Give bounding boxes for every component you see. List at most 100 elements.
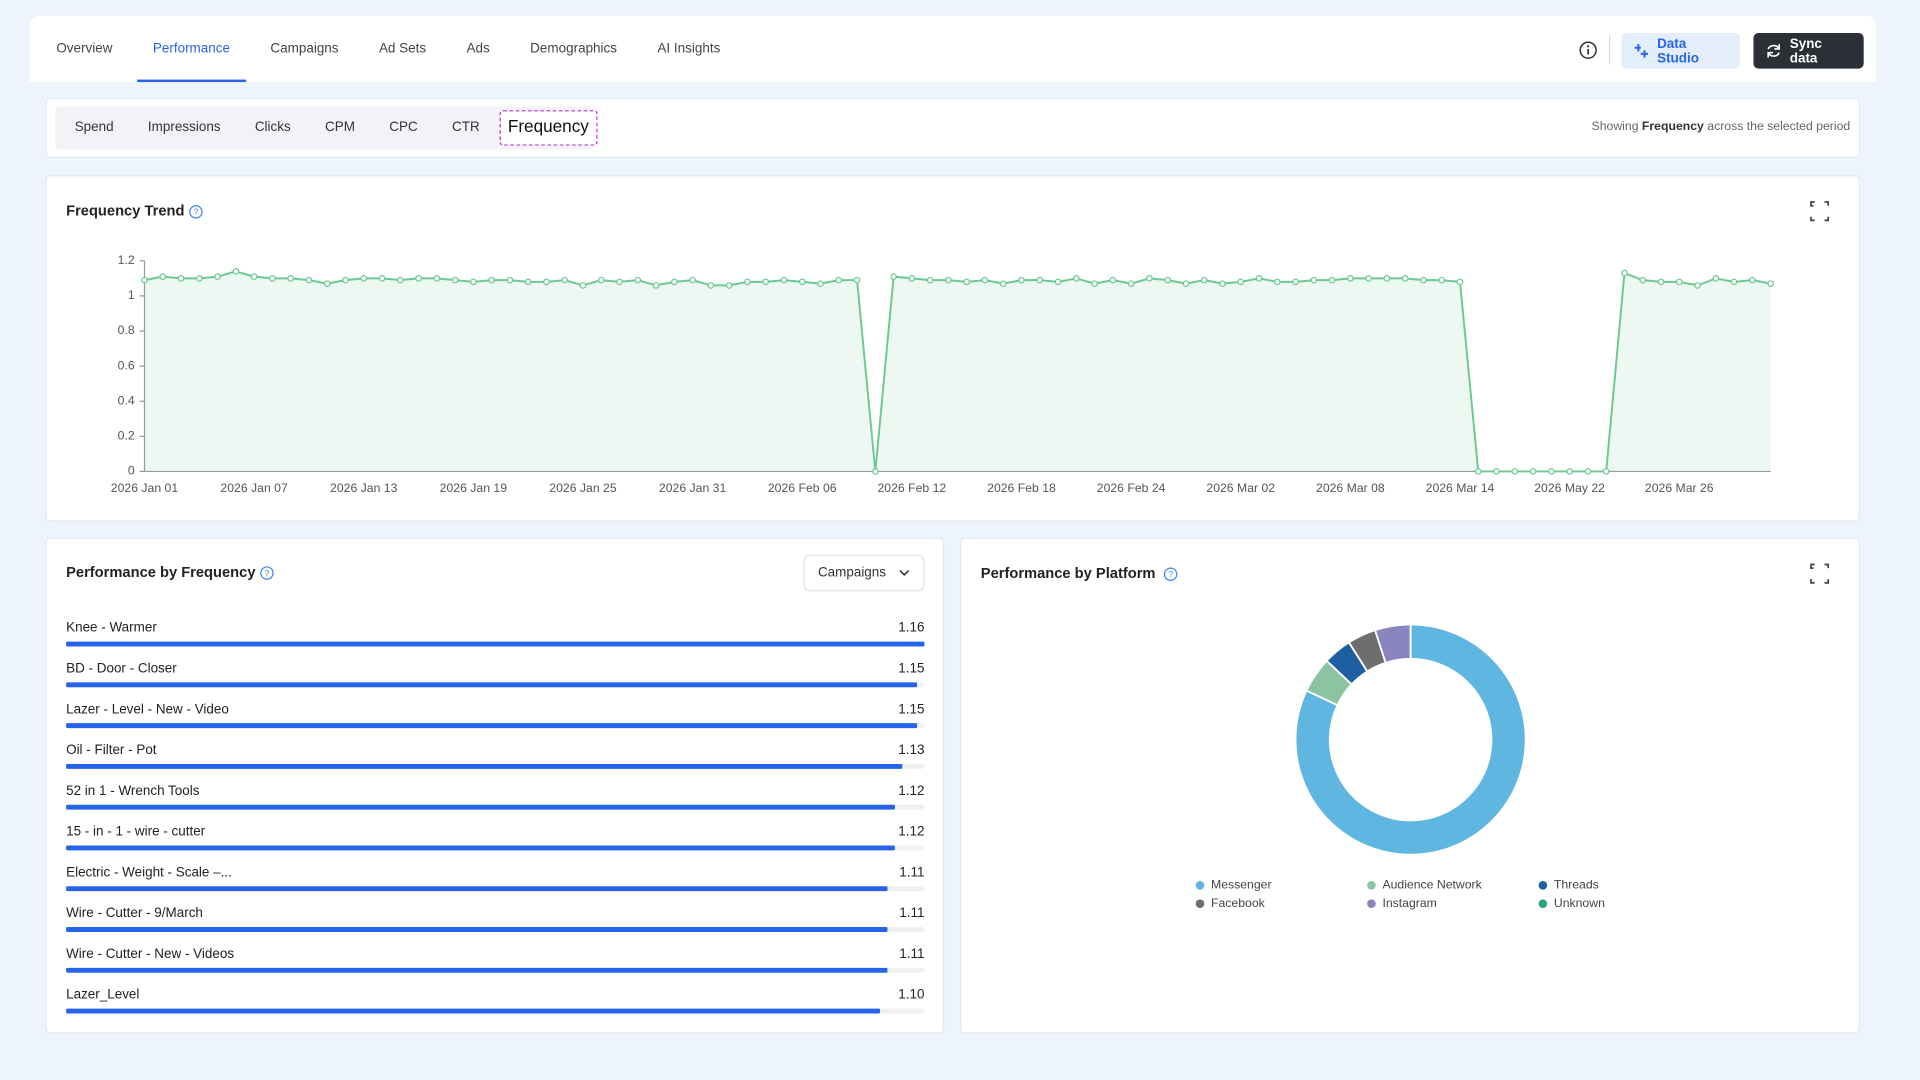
point xyxy=(1474,468,1482,475)
bar xyxy=(66,723,918,729)
expand-icon[interactable] xyxy=(1810,201,1830,222)
point xyxy=(323,280,331,287)
point xyxy=(1675,278,1683,286)
value-label: 1.16 xyxy=(898,620,924,635)
point xyxy=(707,282,715,289)
point xyxy=(1438,276,1446,284)
nav-tab[interactable]: Overview xyxy=(56,41,113,57)
nav-tab[interactable]: Demographics xyxy=(530,41,618,57)
point xyxy=(433,275,441,282)
x-tick-label: 2026 Feb 18 xyxy=(987,481,1056,495)
nav-tab[interactable]: Ads xyxy=(466,41,490,57)
value-label: 1.12 xyxy=(898,824,924,839)
bar xyxy=(66,763,903,769)
point xyxy=(963,278,970,286)
point xyxy=(908,275,916,282)
chart-title: Frequency Trend xyxy=(66,204,184,220)
x-tick-label: 2026 May 22 xyxy=(1534,481,1605,495)
bar-label: 52 in 1 - Wrench Tools xyxy=(66,783,200,798)
point xyxy=(579,282,587,289)
point xyxy=(415,275,422,282)
bar-chart: Performance by Frequency ? Campaigns Kne… xyxy=(66,554,925,1014)
point xyxy=(1566,468,1573,475)
point xyxy=(305,276,313,284)
point xyxy=(1621,269,1628,277)
point xyxy=(195,275,203,282)
nav-tabs: Overview Performance Campaigns Ad Sets Ads De… xyxy=(40,16,736,83)
value-label: 1.11 xyxy=(899,946,924,961)
metric-tab[interactable]: Frequency xyxy=(499,110,598,146)
point xyxy=(1365,275,1372,282)
point xyxy=(1548,468,1555,475)
info-icon[interactable] xyxy=(1578,40,1598,60)
legend-label: Audience Network xyxy=(1382,878,1482,892)
help-icon[interactable]: ? xyxy=(260,566,274,580)
bar-label: Electric - Weight - Scale –... xyxy=(66,864,232,879)
legend-swatch xyxy=(1538,899,1548,908)
point xyxy=(1712,275,1720,282)
help-icon[interactable]: ? xyxy=(1163,567,1178,582)
point xyxy=(1328,276,1336,284)
point xyxy=(177,275,185,282)
point xyxy=(762,278,770,286)
point xyxy=(1200,276,1208,284)
sync-button[interactable]: Sync data xyxy=(1753,33,1864,69)
nav-tab[interactable]: Ad Sets xyxy=(378,41,427,57)
point xyxy=(616,278,623,286)
point xyxy=(671,278,678,286)
point xyxy=(1073,275,1080,282)
dropdown[interactable]: Campaigns xyxy=(803,554,925,592)
point xyxy=(1694,282,1701,289)
point xyxy=(1292,278,1299,286)
data-studio-icon xyxy=(1634,44,1649,58)
point xyxy=(817,280,824,287)
metric-tab[interactable]: Clicks xyxy=(254,120,291,135)
help-icon[interactable]: ? xyxy=(189,205,203,219)
point xyxy=(543,278,550,286)
metric-tab[interactable]: CPC xyxy=(389,120,418,135)
point xyxy=(634,276,642,284)
nav-tab[interactable]: Performance xyxy=(136,16,246,83)
divider xyxy=(1608,35,1611,65)
point xyxy=(689,276,696,284)
point xyxy=(1511,468,1519,475)
point xyxy=(798,278,806,286)
point xyxy=(1639,276,1647,284)
y-tick-label: 1.2 xyxy=(118,253,135,267)
bar-label: Lazer_Level xyxy=(66,987,139,1002)
point xyxy=(999,280,1007,287)
point xyxy=(232,268,240,275)
metric-tab[interactable]: CTR xyxy=(452,120,480,135)
point xyxy=(1273,278,1281,286)
metric-tabs: Spend Impressions Clicks CPM CPC CTR Frequency xyxy=(55,106,598,150)
point xyxy=(835,276,843,284)
metric-tab[interactable]: CPM xyxy=(325,120,355,135)
value-label: 1.12 xyxy=(898,783,924,798)
bar xyxy=(66,641,925,647)
point xyxy=(1164,276,1171,284)
x-tick-label: 2026 Mar 14 xyxy=(1426,481,1495,495)
metric-tab[interactable]: Spend xyxy=(74,120,114,135)
legend-label: Unknown xyxy=(1554,896,1605,910)
value-label: 1.15 xyxy=(898,701,924,716)
nav-tab[interactable]: AI Insights xyxy=(657,41,721,57)
point xyxy=(488,276,495,284)
point xyxy=(890,273,897,280)
metric-tab[interactable]: Impressions xyxy=(147,120,221,135)
point xyxy=(1657,278,1665,286)
value-label: 1.15 xyxy=(898,661,924,676)
value-label: 1.10 xyxy=(898,987,924,1002)
bar xyxy=(66,886,888,892)
point xyxy=(159,273,167,280)
pie-chart: Performance by Platform ? Messenger Audie… xyxy=(981,563,1830,910)
bar-label: Wire - Cutter - New - Videos xyxy=(66,946,234,961)
bar xyxy=(66,967,888,973)
nav-tab[interactable]: Campaigns xyxy=(270,41,339,57)
point xyxy=(451,276,459,284)
value-label: 1.13 xyxy=(898,742,924,757)
data-studio-button[interactable]: Data Studio xyxy=(1621,33,1740,69)
expand-icon[interactable] xyxy=(1810,563,1830,584)
point xyxy=(524,278,532,286)
bar xyxy=(66,927,888,932)
